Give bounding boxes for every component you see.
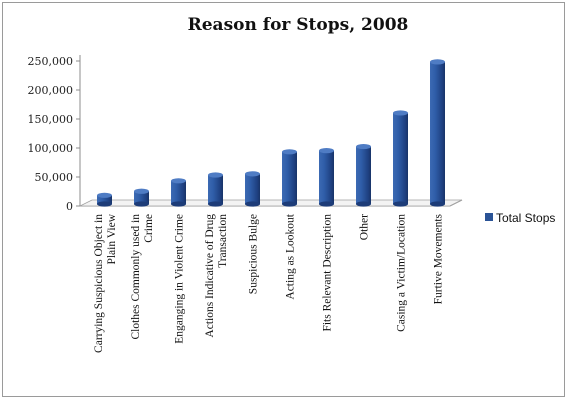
y-tick-label: 250,000 xyxy=(28,55,74,68)
x-category-label-line: Acting as Lookout xyxy=(285,213,297,299)
bar xyxy=(134,188,149,207)
bar-base xyxy=(356,201,371,207)
x-category-label-line: Plain View xyxy=(106,213,118,264)
bar-body xyxy=(430,61,445,205)
x-category-label-line: Fits Relevant Description xyxy=(322,214,334,332)
floor-edge xyxy=(449,199,463,207)
x-category-label-line: Enganging in Violent Crime xyxy=(174,214,186,344)
bar-top xyxy=(97,192,112,198)
x-category-label: Other xyxy=(359,214,371,240)
chart-frame xyxy=(2,2,565,397)
y-tick-label: 150,000 xyxy=(28,113,74,126)
bar-body xyxy=(245,173,260,204)
bar-top xyxy=(430,59,445,65)
bar-top xyxy=(393,110,408,116)
bar-body xyxy=(282,151,297,204)
bars xyxy=(97,59,445,207)
bar-body xyxy=(356,146,371,204)
legend: Total Stops xyxy=(485,211,555,225)
x-category-label: Carrying Suspicious Object inPlain View xyxy=(93,213,118,353)
x-category-label: Casing a Victim/Location xyxy=(396,214,408,332)
x-category-label-line: Suspicious Bulge xyxy=(248,214,260,294)
y-tick-label: 100,000 xyxy=(28,142,74,155)
legend-label: Total Stops xyxy=(496,211,555,225)
bar-base xyxy=(393,201,408,207)
bar xyxy=(393,110,408,207)
bar-body xyxy=(134,191,149,204)
y-axis-ticks: 0 50,000 100,000 150,000 200,000 250,000 xyxy=(28,55,80,213)
bar-top xyxy=(319,148,334,154)
bar-base xyxy=(97,201,112,207)
bar xyxy=(245,171,260,207)
x-category-label: Suspicious Bulge xyxy=(248,214,260,294)
bar xyxy=(97,192,112,207)
bar-top xyxy=(134,188,149,194)
bar-top xyxy=(245,171,260,177)
bar xyxy=(171,178,186,207)
bar-base xyxy=(134,201,149,207)
x-category-label: Fits Relevant Description xyxy=(322,214,334,332)
x-axis-labels: Carrying Suspicious Object inPlain View C… xyxy=(93,213,445,353)
x-category-label: Furtive Movements xyxy=(433,213,445,304)
x-category-label: Actions Indicative of DrugTransaction xyxy=(204,214,229,338)
x-category-label-line: Carrying Suspicious Object in xyxy=(93,214,105,353)
bar xyxy=(356,143,371,207)
bar-top xyxy=(208,172,223,178)
bar-body xyxy=(171,180,186,204)
bar-body xyxy=(393,112,408,204)
bar-top xyxy=(171,178,186,184)
bar-top xyxy=(356,143,371,150)
x-category-label: Enganging in Violent Crime xyxy=(174,214,186,344)
bar-base xyxy=(245,201,260,207)
x-category-label-line: Transaction xyxy=(217,214,229,268)
x-category-label-line: Clothes Commonly used in xyxy=(130,214,142,340)
x-category-label-line: Furtive Movements xyxy=(433,213,445,304)
bar-base xyxy=(282,201,297,207)
bar-body xyxy=(319,150,334,204)
bar-base xyxy=(319,201,334,207)
bar-top xyxy=(282,149,297,155)
bar xyxy=(208,172,223,207)
bar-base xyxy=(208,201,223,207)
x-category-label-line: Casing a Victim/Location xyxy=(396,214,408,332)
x-category-label-line: Crime xyxy=(143,214,155,243)
x-category-label: Clothes Commonly used inCrime xyxy=(130,214,155,340)
bar-body xyxy=(208,175,223,204)
x-category-label-line: Other xyxy=(359,214,371,240)
bar xyxy=(282,149,297,207)
bar-base xyxy=(430,201,445,207)
y-tick-label: 50,000 xyxy=(35,171,74,184)
legend-swatch xyxy=(485,213,493,221)
bar-body xyxy=(97,195,112,204)
bar xyxy=(319,148,334,207)
x-category-label-line: Actions Indicative of Drug xyxy=(204,214,216,338)
x-category-label: Acting as Lookout xyxy=(285,213,297,299)
bar xyxy=(430,59,445,207)
y-tick-label: 0 xyxy=(66,200,73,213)
chart-title: Reason for Stops, 2008 xyxy=(188,15,409,35)
y-tick-label: 200,000 xyxy=(28,84,74,97)
bar-base xyxy=(171,201,186,207)
